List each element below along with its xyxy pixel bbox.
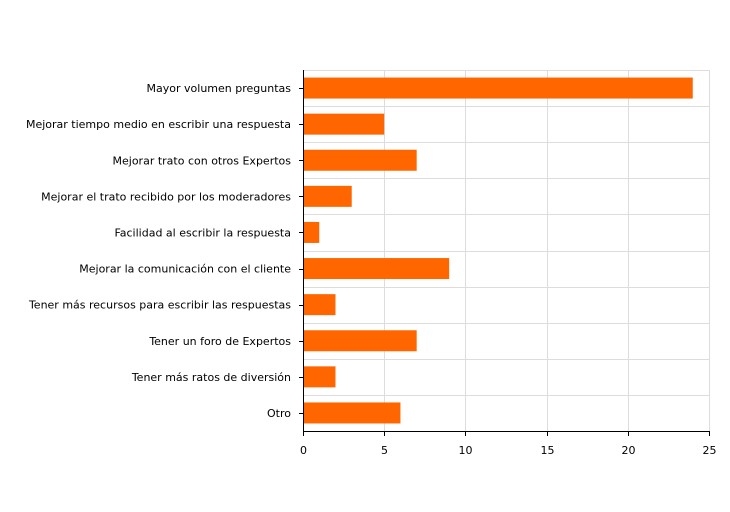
x-tick-labels: 0 5 10 15 20 25 (300, 444, 717, 457)
bars (303, 77, 693, 424)
category-label: Mayor volumen preguntas (147, 82, 292, 95)
bar (303, 294, 336, 316)
bar (303, 402, 401, 424)
category-labels: Mayor volumen preguntas Mejorar tiempo me… (26, 82, 291, 420)
category-label: Mejorar tiempo medio en escribir una res… (26, 118, 291, 131)
category-label: Otro (267, 407, 291, 420)
category-label: Tener más ratos de diversión (131, 371, 291, 384)
category-label: Tener un foro de Expertos (148, 335, 291, 348)
category-label: Facilidad al escribir la respuesta (114, 226, 291, 239)
bar (303, 113, 385, 135)
x-tick-label: 10 (459, 444, 473, 457)
bar (303, 149, 417, 171)
bar (303, 330, 417, 352)
x-tick-label: 15 (541, 444, 555, 457)
bar (303, 221, 320, 243)
category-label: Mejorar el trato recibido por los modera… (41, 190, 291, 203)
x-tick-label: 25 (703, 444, 717, 457)
grid-lines (303, 70, 710, 431)
x-tick-label: 0 (300, 444, 307, 457)
x-tick-label: 5 (381, 444, 388, 457)
axes (299, 70, 710, 436)
category-label: Mejorar trato con otros Expertos (113, 154, 292, 167)
bar (303, 185, 352, 207)
category-label: Mejorar la comunicación con el cliente (79, 263, 291, 276)
category-label: Tener más recursos para escribir las res… (28, 299, 291, 312)
bar (303, 77, 693, 99)
x-tick-label: 20 (622, 444, 636, 457)
bar (303, 258, 450, 280)
bar (303, 366, 336, 388)
